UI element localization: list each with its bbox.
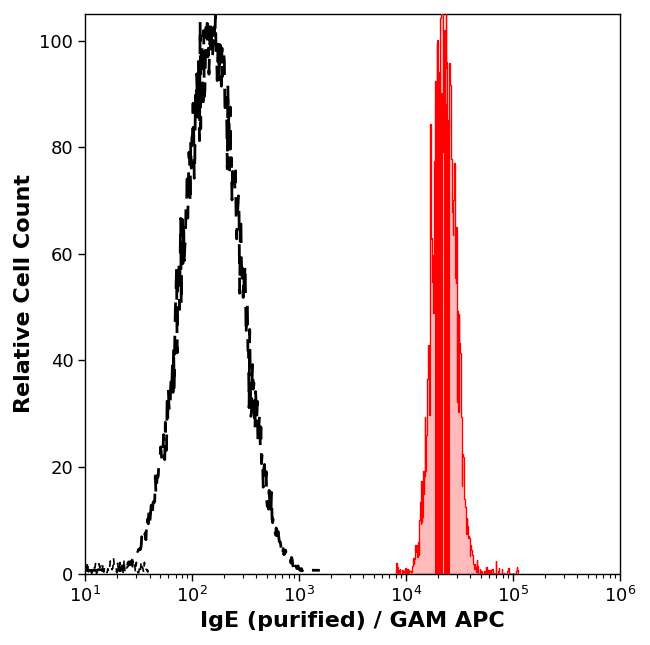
X-axis label: IgE (purified) / GAM APC: IgE (purified) / GAM APC [200, 611, 505, 631]
Y-axis label: Relative Cell Count: Relative Cell Count [14, 174, 34, 413]
